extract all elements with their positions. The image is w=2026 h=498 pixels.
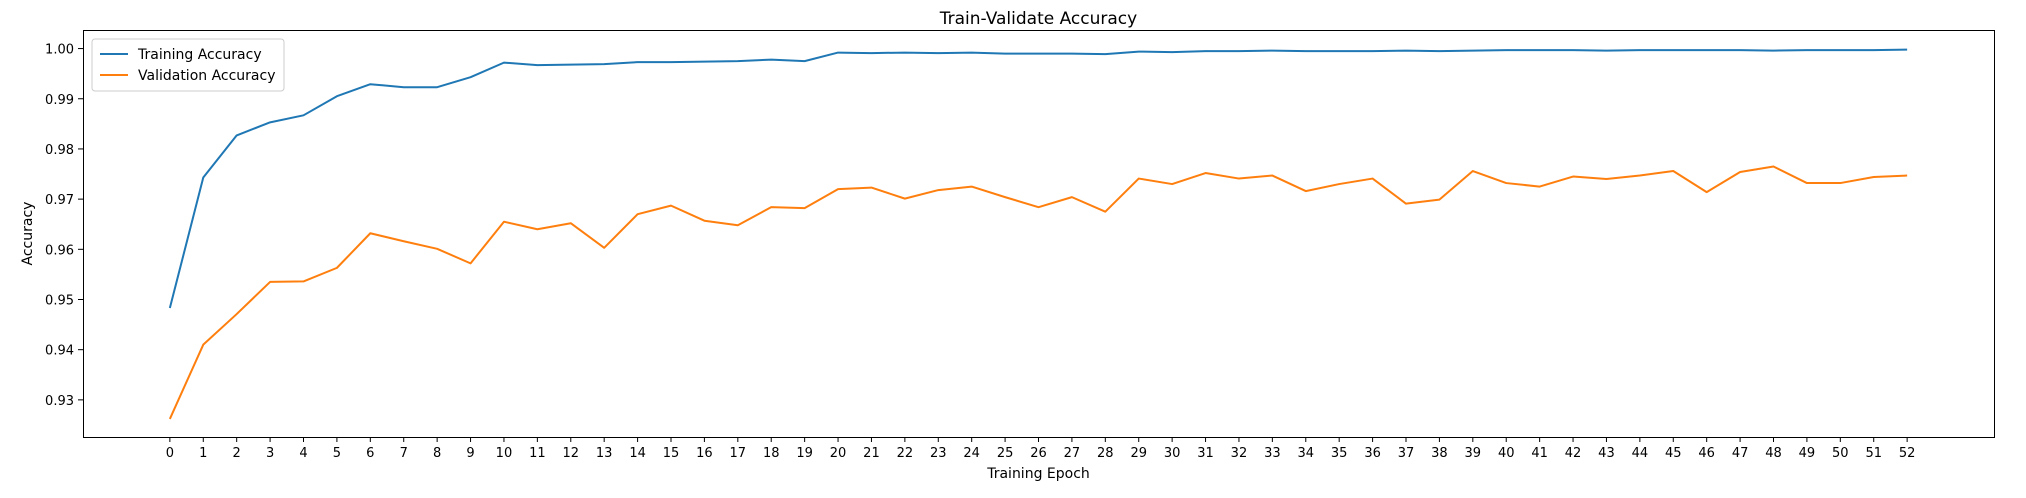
- x-tick-label: 5: [333, 446, 341, 461]
- axis-ticks: 0 1 2 3 4 5 6 7 8 9 10 11 12 13 14 15 16 17 18 19 20 21 22 23 24…: [45, 43, 1915, 461]
- y-tick-label: 0.96: [45, 243, 74, 258]
- x-tick-label: 48: [1765, 446, 1782, 461]
- x-tick-label: 0: [166, 446, 174, 461]
- x-tick-label: 18: [763, 446, 780, 461]
- x-tick-label: 38: [1431, 446, 1448, 461]
- x-tick-label: 24: [963, 446, 980, 461]
- legend-label-validation: Validation Accuracy: [138, 68, 276, 84]
- x-tick-label: 11: [529, 446, 546, 461]
- y-tick-label: 0.98: [45, 143, 74, 158]
- x-tick-label: 39: [1465, 446, 1482, 461]
- x-tick-label: 31: [1197, 446, 1214, 461]
- x-tick-label: 37: [1398, 446, 1415, 461]
- legend: Training Accuracy Validation Accuracy: [91, 38, 285, 92]
- x-tick-label: 1: [199, 446, 207, 461]
- x-tick-label: 7: [400, 446, 408, 461]
- x-tick-label: 49: [1799, 446, 1816, 461]
- x-tick-label: 8: [433, 446, 441, 461]
- x-tick-label: 22: [897, 446, 914, 461]
- x-tick-label: 51: [1865, 446, 1882, 461]
- x-tick-label: 40: [1498, 446, 1515, 461]
- x-tick-label: 42: [1565, 446, 1582, 461]
- x-axis-label: Training Epoch: [986, 466, 1090, 482]
- x-tick-label: 21: [863, 446, 880, 461]
- series-lines: [168, 48, 1908, 420]
- y-axis-label: Accuracy: [20, 202, 36, 266]
- x-tick-label: 4: [299, 446, 307, 461]
- y-tick-label: 0.94: [45, 344, 74, 359]
- x-tick-label: 13: [596, 446, 613, 461]
- legend-box: [91, 38, 285, 92]
- x-tick-label: 27: [1064, 446, 1081, 461]
- x-tick-label: 14: [629, 446, 646, 461]
- x-tick-label: 33: [1264, 446, 1281, 461]
- x-tick-label: 50: [1832, 446, 1849, 461]
- x-tick-label: 20: [830, 446, 847, 461]
- x-tick-label: 45: [1665, 446, 1682, 461]
- y-tick-label: 0.93: [45, 394, 74, 409]
- x-tick-label: 23: [930, 446, 947, 461]
- x-tick-label: 47: [1732, 446, 1749, 461]
- plot-area-frame: [83, 30, 1995, 438]
- x-tick-label: 44: [1632, 446, 1649, 461]
- x-tick-label: 41: [1531, 446, 1548, 461]
- x-tick-label: 30: [1164, 446, 1181, 461]
- y-tick-label: 1.00: [45, 43, 74, 58]
- legend-label-training: Training Accuracy: [137, 47, 262, 63]
- x-tick-label: 19: [796, 446, 813, 461]
- x-tick-label: 17: [730, 446, 747, 461]
- y-tick-label: 0.95: [45, 293, 74, 308]
- validation-accuracy-line: [168, 165, 1908, 420]
- x-tick-label: 2: [233, 446, 241, 461]
- x-tick-label: 25: [997, 446, 1014, 461]
- y-tick-label: 0.97: [45, 193, 74, 208]
- x-tick-label: 12: [562, 446, 579, 461]
- x-tick-label: 3: [266, 446, 274, 461]
- x-tick-label: 34: [1297, 446, 1314, 461]
- x-tick-label: 46: [1698, 446, 1715, 461]
- x-tick-label: 6: [366, 446, 374, 461]
- x-tick-label: 36: [1364, 446, 1381, 461]
- x-tick-label: 32: [1231, 446, 1248, 461]
- x-tick-label: 52: [1899, 446, 1916, 461]
- x-tick-label: 10: [496, 446, 513, 461]
- training-accuracy-line: [168, 48, 1908, 309]
- x-tick-label: 29: [1130, 446, 1147, 461]
- x-tick-label: 15: [663, 446, 680, 461]
- x-tick-label: 9: [466, 446, 474, 461]
- y-tick-label: 0.99: [45, 93, 74, 108]
- chart-title: Train-Validate Accuracy: [939, 9, 1137, 29]
- x-tick-label: 35: [1331, 446, 1348, 461]
- x-tick-label: 43: [1598, 446, 1615, 461]
- x-tick-label: 16: [696, 446, 713, 461]
- x-tick-label: 28: [1097, 446, 1114, 461]
- x-tick-label: 26: [1030, 446, 1047, 461]
